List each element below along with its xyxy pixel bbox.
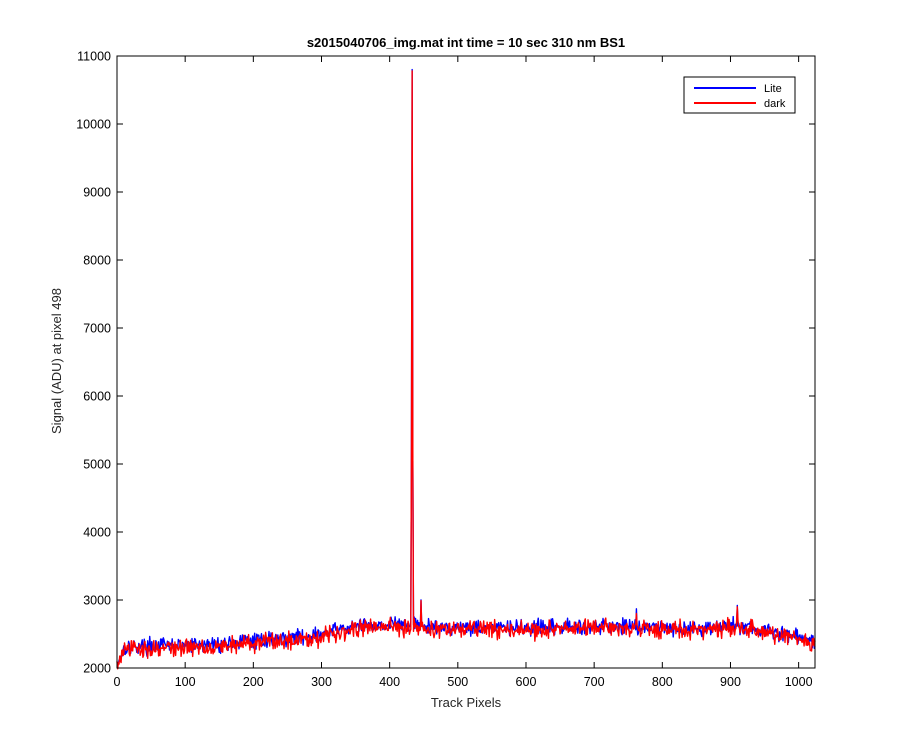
plot-area <box>117 56 815 668</box>
y-axis-label: Signal (ADU) at pixel 498 <box>49 288 64 434</box>
legend: Lite dark <box>683 76 796 114</box>
x-tick-label: 1000 <box>785 675 813 689</box>
axes-box <box>116 55 816 669</box>
x-tick-label: 300 <box>311 675 332 689</box>
y-tick-label: 2000 <box>83 662 111 676</box>
x-axis-label: Track Pixels <box>431 695 502 710</box>
y-tick-label: 7000 <box>83 322 111 336</box>
axes-layer: 0 100 200 300 400 500 600 700 800 900 1000 2000 3000… <box>76 50 816 689</box>
y-tick-label: 11000 <box>77 50 111 64</box>
x-tick-label: 100 <box>175 675 196 689</box>
series-layer <box>116 68 816 670</box>
x-tick-label: 600 <box>516 675 537 689</box>
x-tick-label: 900 <box>720 675 741 689</box>
plot-background <box>117 56 815 668</box>
y-tick-label: 10000 <box>76 118 111 132</box>
legend-label-lite: Lite <box>764 83 782 95</box>
y-tick-label: 4000 <box>83 526 111 540</box>
legend-label-dark: dark <box>764 98 786 110</box>
y-tick-label: 3000 <box>83 594 111 608</box>
series-line-dark <box>116 70 816 670</box>
chart-title: s2015040706_img.mat int time = 10 sec 31… <box>307 35 625 50</box>
x-tick-label: 800 <box>652 675 673 689</box>
y-tick-label: 5000 <box>83 458 111 472</box>
x-tick-label: 700 <box>584 675 605 689</box>
y-tick-label: 6000 <box>83 390 111 404</box>
x-tick-label: 400 <box>379 675 400 689</box>
x-tick-label: 500 <box>447 675 468 689</box>
x-tick-label: 200 <box>243 675 264 689</box>
y-tick-label: 8000 <box>83 254 111 268</box>
legend-box <box>683 76 796 114</box>
x-tick-label: 0 <box>114 675 121 689</box>
y-tick-label: 9000 <box>83 186 111 200</box>
